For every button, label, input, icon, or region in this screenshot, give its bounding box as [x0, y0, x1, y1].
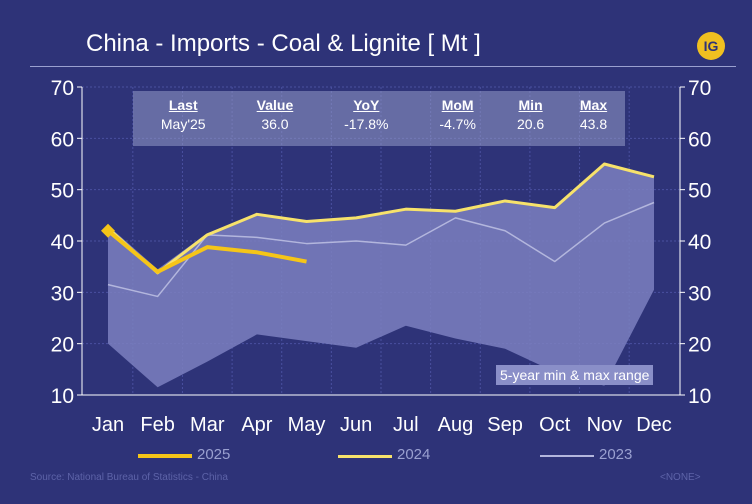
series-2024-line	[106, 162, 655, 275]
x-tick-label: Feb	[140, 414, 174, 436]
stats-header: MoM	[441, 97, 474, 113]
legend-swatch-2023	[540, 455, 594, 457]
y-tick-label-left: 50	[51, 180, 74, 203]
y-tick-label-right: 50	[688, 180, 711, 203]
legend-swatch-2025	[138, 454, 192, 458]
y-tick-label-left: 20	[51, 334, 74, 357]
stats-header: Max	[579, 97, 608, 113]
y-tick-label-left: 40	[51, 231, 74, 254]
y-tick-label-left: 60	[51, 128, 74, 151]
source-note: Source: National Bureau of Statistics - …	[30, 472, 228, 483]
stats-value: 43.8	[579, 116, 608, 132]
stats-value: 20.6	[516, 116, 545, 132]
legend-label-2024: 2024	[397, 446, 431, 463]
chart-title: China - Imports - Coal & Lignite [ Mt ]	[86, 30, 481, 57]
stats-value: -17.8%	[344, 116, 389, 132]
stats-value: 36.0	[261, 116, 289, 132]
stats-table: Last Value YoY MoM Min Max May'25 36.0 -…	[133, 91, 625, 133]
series-2025-line	[106, 229, 307, 274]
stats-value: May'25	[160, 116, 206, 132]
legend-label-2025: 2025	[197, 446, 231, 463]
x-tick-label: Aug	[438, 414, 474, 436]
x-tick-label: May	[288, 414, 326, 436]
stats-box: Last Value YoY MoM Min Max May'25 36.0 -…	[133, 91, 625, 146]
stats-header: Last	[168, 97, 198, 113]
x-tick-label: Mar	[190, 414, 225, 436]
x-tick-label: Sep	[487, 414, 523, 436]
footer-note: <NONE>	[660, 472, 701, 483]
y-tick-label-right: 60	[688, 128, 711, 151]
y-tick-label-left: 30	[51, 282, 74, 305]
series-2023-line	[107, 201, 655, 298]
x-tick-label: Oct	[539, 414, 571, 436]
x-tick-label: Jun	[340, 414, 372, 436]
series-2025-marker	[101, 223, 115, 238]
x-tick-label: Jan	[92, 414, 124, 436]
y-tick-label-left: 70	[51, 77, 74, 100]
y-tick-label-left: 10	[51, 385, 74, 408]
y-tick-label-right: 20	[688, 334, 711, 357]
x-tick-label: Nov	[587, 414, 623, 436]
stats-header: YoY	[353, 97, 380, 113]
y-tick-label-right: 30	[688, 282, 711, 305]
x-tick-label: Dec	[636, 414, 672, 436]
x-tick-label: Jul	[393, 414, 419, 436]
y-tick-label-right: 70	[688, 77, 711, 100]
stats-value: -4.7%	[439, 116, 476, 132]
range-label: 5-year min & max range	[496, 365, 654, 385]
y-tick-label-right: 10	[688, 385, 711, 408]
title-divider	[30, 66, 736, 67]
range-band	[108, 164, 654, 388]
stats-header: Value	[256, 97, 294, 113]
legend-label-2023: 2023	[599, 446, 633, 463]
stats-header: Min	[518, 97, 543, 113]
legend-swatch-2024	[338, 455, 392, 458]
ig-logo: IG	[697, 32, 725, 60]
y-tick-label-right: 40	[688, 231, 711, 254]
x-tick-label: Apr	[241, 414, 272, 436]
